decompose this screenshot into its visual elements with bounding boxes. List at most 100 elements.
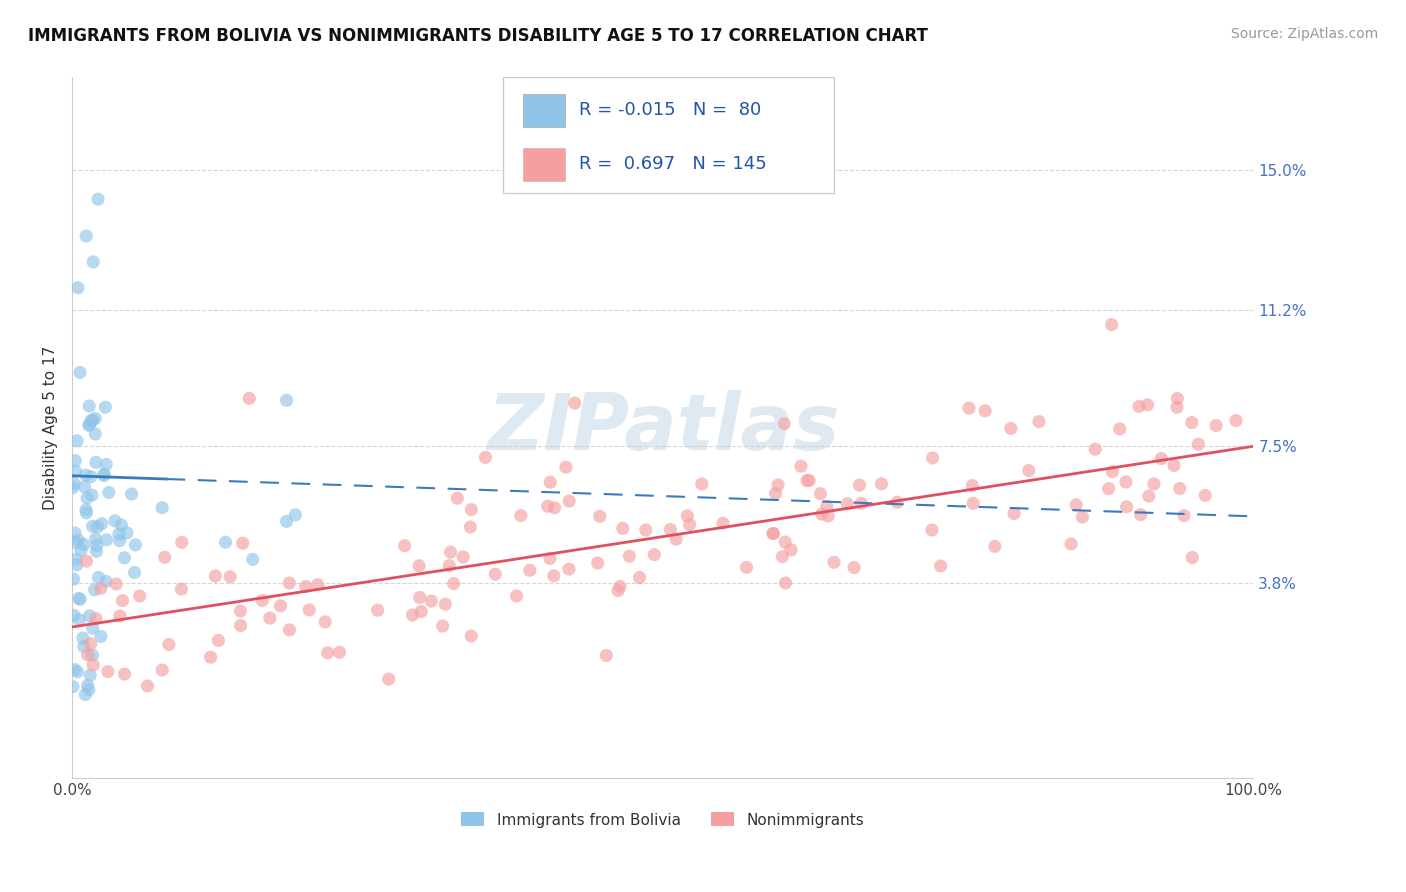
Point xyxy=(76,648,98,662)
Text: IMMIGRANTS FROM BOLIVIA VS NONIMMIGRANTS DISABILITY AGE 5 TO 17 CORRELATION CHAR: IMMIGRANTS FROM BOLIVIA VS NONIMMIGRANTS… xyxy=(28,27,928,45)
Point xyxy=(63,526,86,541)
Point xyxy=(67,613,90,627)
Point xyxy=(63,608,86,623)
Point xyxy=(586,556,609,570)
Point xyxy=(67,591,90,606)
Point xyxy=(104,514,127,528)
Point xyxy=(114,550,136,565)
Point xyxy=(232,536,254,550)
Point xyxy=(69,592,91,607)
Point xyxy=(86,544,108,558)
Point xyxy=(1181,550,1204,565)
Point xyxy=(509,508,531,523)
Point xyxy=(77,418,100,433)
Point xyxy=(93,467,115,481)
Point xyxy=(97,485,120,500)
Point xyxy=(543,569,565,583)
Point xyxy=(80,488,103,502)
Point xyxy=(82,621,104,635)
Point xyxy=(84,411,107,425)
Point xyxy=(770,549,793,564)
Point xyxy=(328,645,350,659)
Point xyxy=(1166,401,1188,415)
Point xyxy=(690,477,713,491)
Point xyxy=(229,618,252,632)
Point xyxy=(276,393,298,408)
Point xyxy=(1173,508,1195,523)
Point xyxy=(108,533,131,548)
Point xyxy=(678,517,700,532)
Point xyxy=(851,496,873,510)
Point xyxy=(75,554,97,568)
Point xyxy=(84,426,107,441)
Point xyxy=(775,576,797,591)
Point xyxy=(111,593,134,607)
Point xyxy=(1187,437,1209,451)
Point xyxy=(79,417,101,432)
Point xyxy=(298,603,321,617)
Point xyxy=(1098,482,1121,496)
Point xyxy=(628,570,651,584)
Point xyxy=(665,532,688,546)
Point xyxy=(762,526,785,541)
Point xyxy=(634,523,657,537)
Point xyxy=(790,459,813,474)
Point xyxy=(554,460,576,475)
Point xyxy=(80,469,103,483)
Point xyxy=(66,558,89,572)
Point xyxy=(1084,442,1107,456)
Point xyxy=(1064,498,1087,512)
Point xyxy=(66,281,89,295)
Point xyxy=(87,192,110,206)
Point xyxy=(96,458,118,472)
Point xyxy=(1108,422,1130,436)
Point xyxy=(62,572,84,586)
Point xyxy=(94,401,117,415)
Point xyxy=(73,640,96,654)
Point xyxy=(1060,537,1083,551)
Point xyxy=(796,474,818,488)
Point xyxy=(1129,508,1152,522)
Point xyxy=(870,476,893,491)
Point xyxy=(1028,415,1050,429)
Point xyxy=(70,543,93,558)
Point xyxy=(1194,488,1216,502)
Point xyxy=(276,515,298,529)
Point xyxy=(460,629,482,643)
Point xyxy=(1128,400,1150,414)
FancyBboxPatch shape xyxy=(503,78,834,193)
Point xyxy=(73,537,96,551)
Point xyxy=(1137,489,1160,503)
Point xyxy=(157,638,180,652)
Point xyxy=(766,478,789,492)
Point xyxy=(1143,477,1166,491)
Point xyxy=(259,611,281,625)
Point xyxy=(409,591,432,605)
Point xyxy=(284,508,307,522)
Bar xyxy=(523,147,565,181)
Point xyxy=(1163,458,1185,473)
Point xyxy=(93,468,115,483)
Point xyxy=(711,516,734,531)
Point xyxy=(84,612,107,626)
Point xyxy=(114,667,136,681)
Point xyxy=(1150,451,1173,466)
Point xyxy=(543,500,565,515)
Point xyxy=(842,560,865,574)
Point xyxy=(214,535,236,549)
Point xyxy=(609,580,631,594)
Point xyxy=(110,518,132,533)
Point xyxy=(79,637,101,651)
Point xyxy=(82,413,104,427)
Point xyxy=(962,496,984,510)
Point xyxy=(962,478,984,492)
Point xyxy=(460,502,482,516)
Text: R =  0.697   N = 145: R = 0.697 N = 145 xyxy=(579,155,766,173)
Point xyxy=(219,570,242,584)
Point xyxy=(1181,416,1204,430)
Point xyxy=(124,566,146,580)
Point xyxy=(153,550,176,565)
Point xyxy=(63,476,86,491)
Point xyxy=(1166,392,1188,406)
Point xyxy=(595,648,617,663)
